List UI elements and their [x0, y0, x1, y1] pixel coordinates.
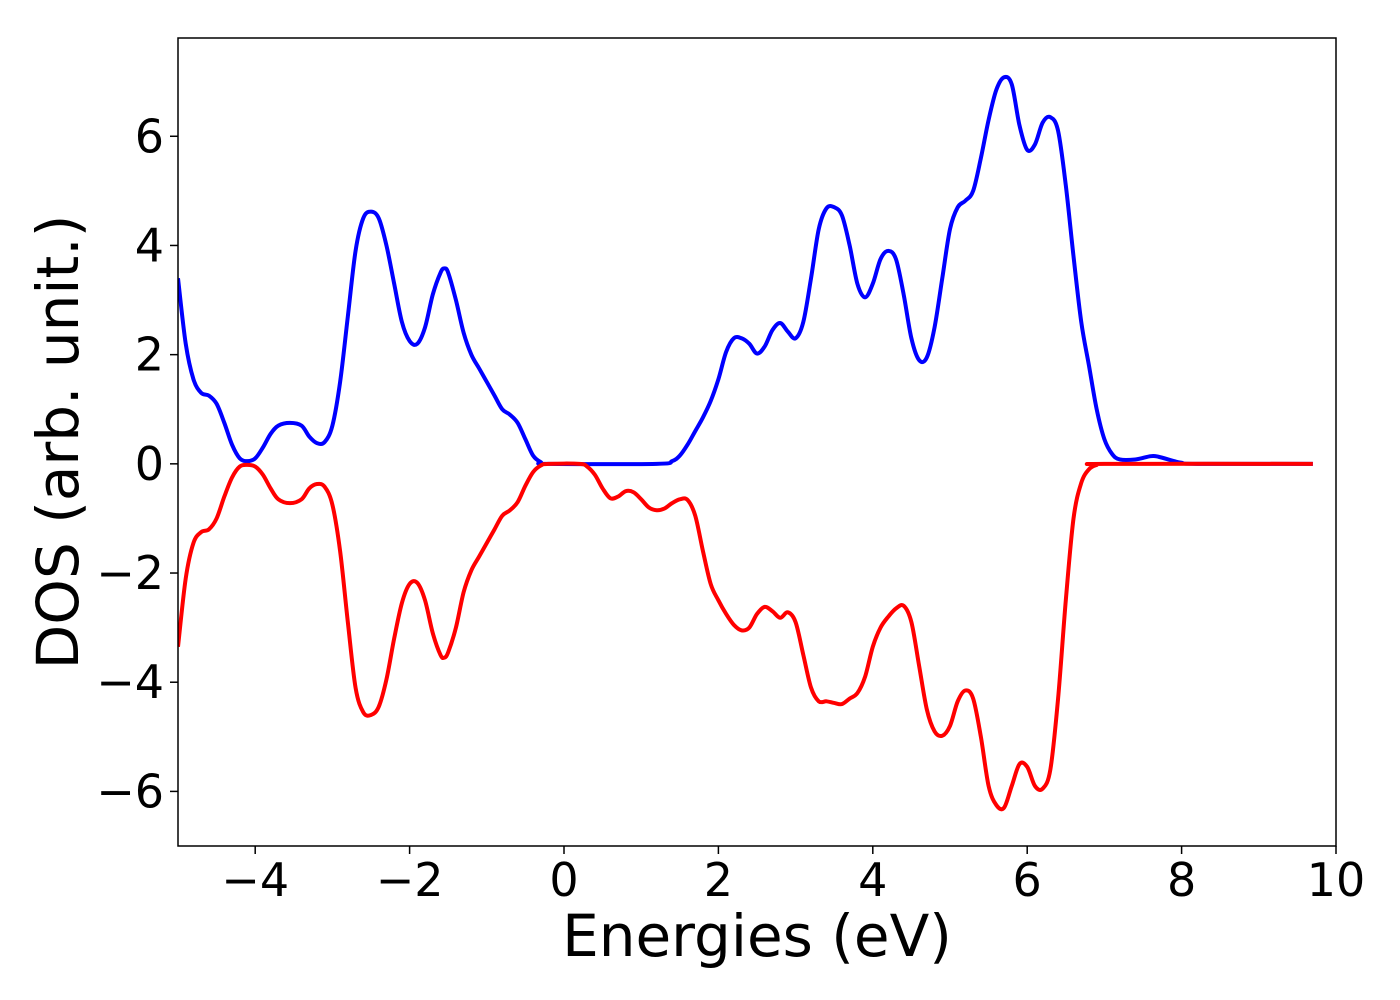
- y-tick-label: 2: [135, 328, 164, 382]
- y-tick-label: −2: [96, 546, 164, 600]
- series-line-1: [178, 461, 1313, 812]
- y-tick-label: 6: [135, 109, 164, 163]
- x-tick-label: 8: [1167, 853, 1196, 907]
- y-tick-label: −4: [96, 655, 164, 709]
- series-line-0: [178, 74, 1313, 467]
- x-tick-label: 10: [1307, 853, 1366, 907]
- x-tick-label: 0: [549, 853, 578, 907]
- x-tick-label: −4: [221, 853, 289, 907]
- x-axis-label: Energies (eV): [562, 902, 952, 970]
- series-layer: [178, 74, 1313, 812]
- y-tick-label: 0: [135, 437, 164, 491]
- x-tick-label: 4: [858, 853, 887, 907]
- y-axis-ticks: −6 −4 −2 0 2 4 6: [96, 109, 178, 818]
- x-tick-label: 6: [1013, 853, 1042, 907]
- y-tick-label: 4: [135, 218, 164, 272]
- x-tick-label: −2: [376, 853, 444, 907]
- plot-frame: [177, 37, 1337, 847]
- x-axis-ticks: −4 −2 0 2 4 6 8 10: [221, 846, 1365, 907]
- y-tick-label: −6: [96, 764, 164, 818]
- x-tick-label: 2: [704, 853, 733, 907]
- y-axis-label: DOS (arb. unit.): [24, 215, 92, 670]
